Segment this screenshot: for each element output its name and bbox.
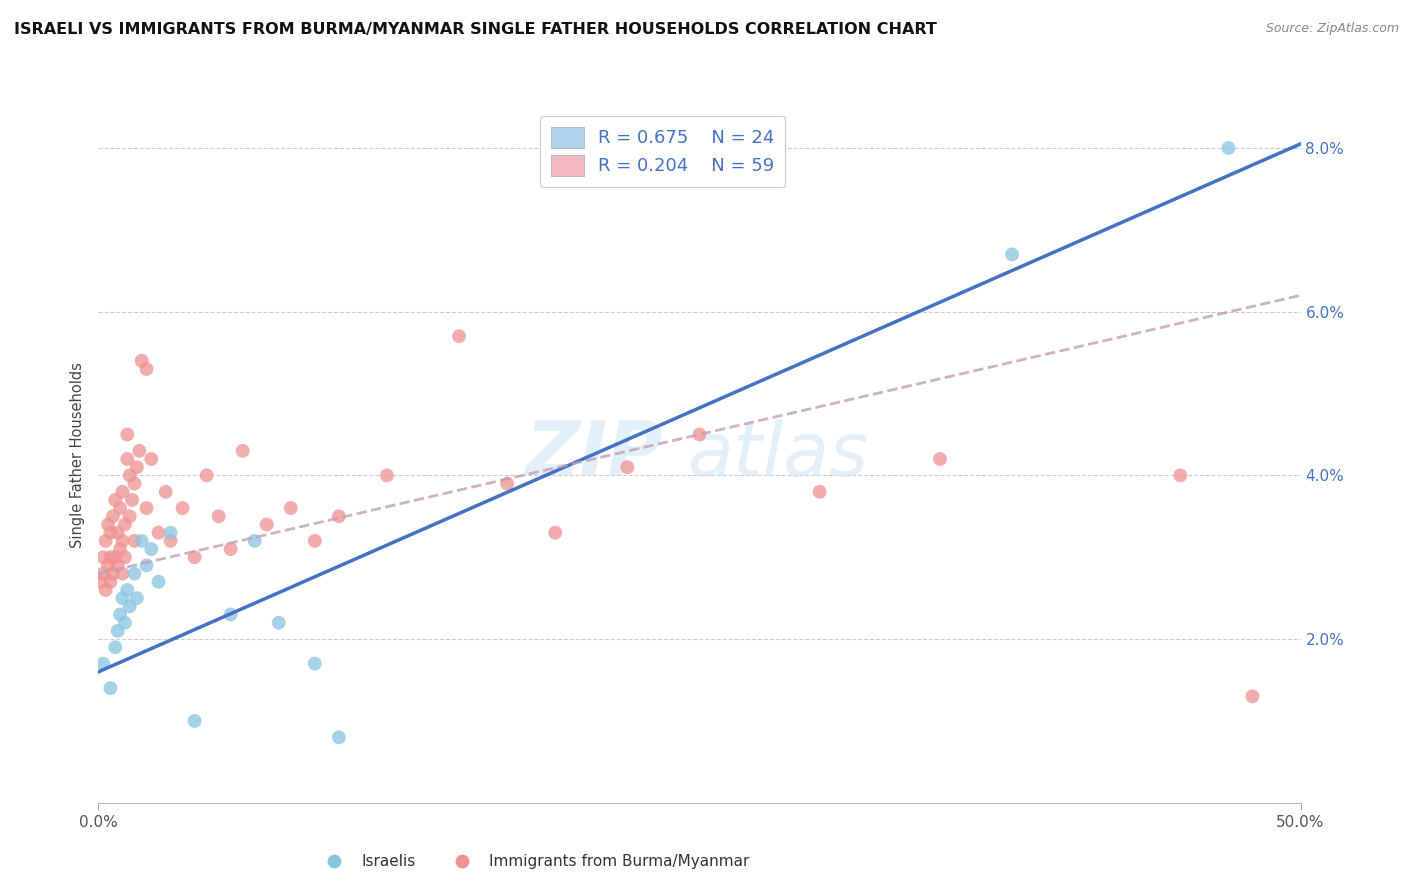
Point (117, 582, 139, 597)
Point (1170, 468, 1192, 483)
Point (124, 476, 146, 491)
Point (108, 607, 131, 622)
Point (135, 362, 157, 376)
Point (125, 460, 148, 475)
Point (304, 533, 326, 548)
Point (94, 582, 117, 597)
Point (208, 509, 231, 524)
Point (101, 566, 124, 581)
Point (328, 509, 350, 524)
Point (232, 443, 254, 458)
Point (100, 574, 122, 589)
Point (114, 550, 136, 565)
Point (148, 574, 170, 589)
Point (155, 484, 177, 499)
Point (135, 501, 157, 516)
Point (141, 542, 163, 557)
Text: ISRAELI VS IMMIGRANTS FROM BURMA/MYANMAR SINGLE FATHER HOUSEHOLDS CORRELATION CH: ISRAELI VS IMMIGRANTS FROM BURMA/MYANMAR… (14, 22, 936, 37)
Point (131, 353, 153, 368)
Point (97, 517, 120, 532)
Point (118, 599, 141, 614)
Point (159, 525, 181, 540)
Point (267, 615, 290, 630)
Point (172, 501, 194, 516)
Point (107, 624, 129, 638)
Point (928, 452, 950, 467)
Point (114, 517, 136, 532)
Point (141, 452, 163, 467)
Point (124, 566, 146, 581)
Point (544, 525, 567, 540)
Legend: Israelis, Immigrants from Burma/Myanmar: Israelis, Immigrants from Burma/Myanmar (312, 848, 756, 875)
Point (117, 427, 139, 442)
Point (148, 525, 170, 540)
Point (256, 517, 278, 532)
Point (304, 657, 326, 671)
Point (118, 509, 141, 524)
Point (121, 492, 143, 507)
Point (128, 443, 150, 458)
Point (219, 607, 242, 622)
Point (1218, 141, 1240, 155)
Point (111, 484, 134, 499)
Point (243, 533, 266, 548)
Point (114, 615, 136, 630)
Point (1001, 247, 1024, 261)
Point (108, 542, 131, 557)
Point (107, 525, 129, 540)
Text: ZIP: ZIP (526, 418, 664, 491)
Point (97, 558, 120, 573)
Point (104, 640, 127, 655)
Point (91, 657, 114, 671)
Point (104, 550, 127, 565)
Point (689, 427, 711, 442)
Point (111, 533, 134, 548)
Point (90, 574, 112, 589)
Point (107, 558, 129, 573)
Legend: R = 0.675    N = 24, R = 0.204    N = 59: R = 0.675 N = 24, R = 0.204 N = 59 (540, 116, 785, 186)
Point (195, 468, 218, 483)
Point (101, 509, 124, 524)
Point (117, 452, 139, 467)
Point (447, 329, 470, 343)
Text: Source: ZipAtlas.com: Source: ZipAtlas.com (1265, 22, 1399, 36)
Point (183, 550, 205, 565)
Text: atlas: atlas (688, 419, 869, 491)
Point (375, 468, 398, 483)
Point (135, 558, 157, 573)
Point (1241, 690, 1264, 704)
Point (100, 525, 122, 540)
Point (118, 468, 141, 483)
Y-axis label: Single Father Households: Single Father Households (70, 362, 86, 548)
Point (111, 591, 134, 606)
Point (125, 591, 148, 606)
Point (159, 533, 181, 548)
Point (616, 460, 638, 475)
Point (100, 550, 122, 565)
Point (808, 484, 831, 499)
Point (91, 566, 114, 581)
Point (108, 501, 131, 516)
Point (328, 731, 350, 745)
Point (104, 492, 127, 507)
Point (94, 533, 117, 548)
Point (91, 550, 114, 565)
Point (219, 542, 242, 557)
Point (131, 533, 153, 548)
Point (280, 501, 302, 516)
Point (111, 566, 134, 581)
Point (100, 681, 122, 696)
Point (496, 476, 519, 491)
Point (124, 533, 146, 548)
Point (183, 714, 205, 728)
